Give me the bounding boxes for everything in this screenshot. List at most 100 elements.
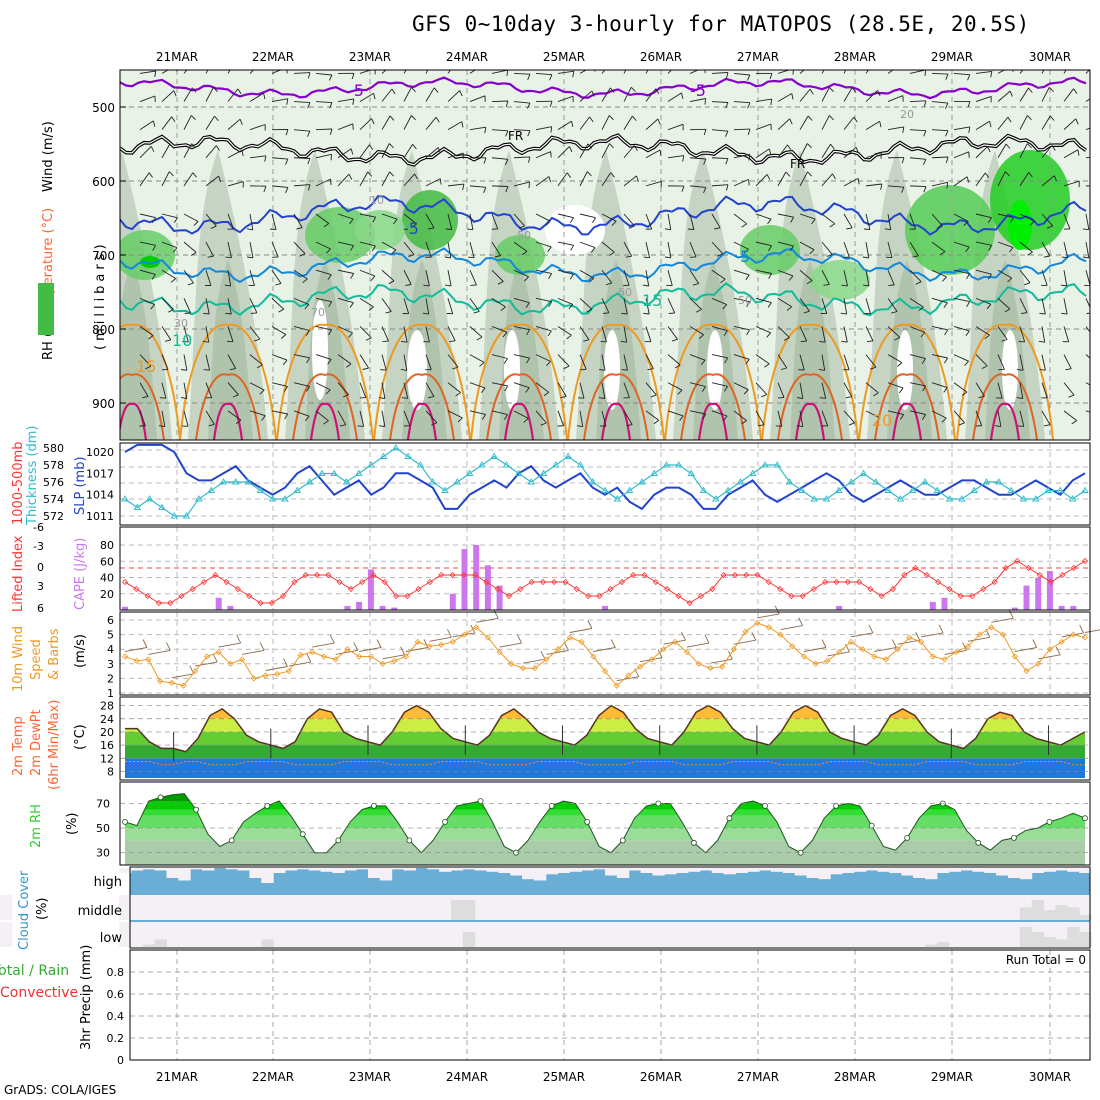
wind-barb-flag xyxy=(787,144,792,151)
wind-barb xyxy=(909,326,925,333)
wind-barb xyxy=(909,410,926,415)
wind-barb xyxy=(579,213,596,219)
wind-barb xyxy=(733,128,751,131)
cloud-gap xyxy=(142,895,156,920)
wind-barb-flag xyxy=(936,225,943,229)
wind-barb xyxy=(689,98,706,102)
wind-barb-flag xyxy=(844,643,850,653)
cloud-gap xyxy=(794,922,807,947)
wind-barb-flag xyxy=(275,282,282,286)
contour-25 xyxy=(389,373,455,440)
cloud-gap xyxy=(1043,895,1056,910)
wind-barb xyxy=(161,382,167,399)
wind-barb-flag xyxy=(589,116,594,123)
li-point xyxy=(777,585,784,593)
wind-barb-flag xyxy=(1001,339,1008,342)
wind-barb-flag xyxy=(812,63,814,69)
rh-point xyxy=(548,803,555,809)
temp-band xyxy=(125,705,1085,719)
wind-barb-flag xyxy=(703,158,707,165)
cape-bar xyxy=(602,605,608,610)
wind-barb xyxy=(315,269,332,276)
wind-barb-flag xyxy=(586,171,592,177)
precip-tick: 0.6 xyxy=(107,988,125,1001)
cloud-gap xyxy=(640,868,653,873)
wind-barb-flag xyxy=(466,228,473,231)
li-point xyxy=(923,571,930,579)
wind-barb-flag xyxy=(681,185,685,192)
wind-barb xyxy=(1085,213,1090,230)
wind-barb-flag xyxy=(1007,116,1012,123)
wind-barb xyxy=(711,297,727,306)
wind-barb xyxy=(139,172,150,187)
wind-barb-flag xyxy=(247,256,254,259)
wind-barb xyxy=(315,213,330,224)
thickness-point xyxy=(810,495,818,502)
wind-barb-flag xyxy=(527,156,531,163)
wind-barb-flag xyxy=(449,340,456,343)
wind-speed-point xyxy=(508,660,515,667)
wind-barb xyxy=(337,269,354,274)
thickness-point xyxy=(293,486,302,493)
cloud-bar xyxy=(142,944,156,947)
wind-barb xyxy=(843,354,850,370)
wind-barb-flag xyxy=(433,87,439,93)
wind-barb-flag xyxy=(1060,284,1067,287)
thickness-point xyxy=(133,503,142,510)
wind-barb xyxy=(139,70,156,74)
temp-ylabel: 2m Temp xyxy=(11,716,26,776)
wind-barb-flag xyxy=(768,245,772,252)
wind-barb-flag xyxy=(766,174,771,180)
contour-label: 50 xyxy=(738,294,752,307)
thickness-tick: 578 xyxy=(43,459,64,472)
wind-speed-point xyxy=(613,682,620,689)
rh-line xyxy=(124,793,1086,854)
cloud-gap xyxy=(356,922,369,947)
wind-barb-flag xyxy=(1016,397,1023,399)
wind-barb xyxy=(997,171,1006,187)
wind-barb xyxy=(733,72,750,76)
thickness-point xyxy=(367,461,375,468)
cloud-gap xyxy=(427,895,440,920)
cloud-gap xyxy=(747,868,760,872)
cloud-gap xyxy=(273,895,286,920)
thickness-line xyxy=(124,447,1086,517)
wind-barb xyxy=(271,213,277,230)
wind-barb-flag xyxy=(371,245,376,252)
wind-barb-flag xyxy=(633,145,638,151)
wind-barb-flag xyxy=(373,93,376,100)
wind-barb xyxy=(777,118,791,130)
wind-barb xyxy=(865,213,871,230)
cloud-gap xyxy=(853,922,867,947)
cloud-gap xyxy=(1067,895,1080,908)
thickness-point xyxy=(182,512,191,519)
wind-barb xyxy=(799,269,813,281)
panel-frame xyxy=(119,696,1091,781)
wind-speed-point xyxy=(285,668,292,675)
li-point xyxy=(562,578,569,586)
cloud-gap xyxy=(368,922,381,947)
contour-25 xyxy=(874,373,940,440)
rh-band-shape xyxy=(120,260,157,440)
wind-barb-flag xyxy=(587,620,593,629)
wind-barb xyxy=(381,269,395,282)
cloud-gap xyxy=(830,895,843,920)
wind-barb-flag xyxy=(920,332,926,338)
wind-barb-flag xyxy=(459,90,463,97)
wind-barb xyxy=(161,298,174,310)
contour-30 xyxy=(212,402,244,440)
wind-barb-flag xyxy=(830,143,835,150)
wind-barb-flag xyxy=(547,246,552,253)
wind-barb xyxy=(777,297,792,308)
thickness-point xyxy=(318,469,326,476)
wind-barb-flag xyxy=(984,334,990,340)
li-tick: -3 xyxy=(33,540,44,553)
wind-barb xyxy=(469,70,476,74)
wind-barb xyxy=(293,101,311,104)
wind-barb-flag xyxy=(761,394,767,398)
wind-speed-point xyxy=(882,656,890,663)
wind-barb xyxy=(887,213,892,230)
wind-barb xyxy=(535,410,547,424)
date-label-bottom: 21MAR xyxy=(156,1070,198,1084)
